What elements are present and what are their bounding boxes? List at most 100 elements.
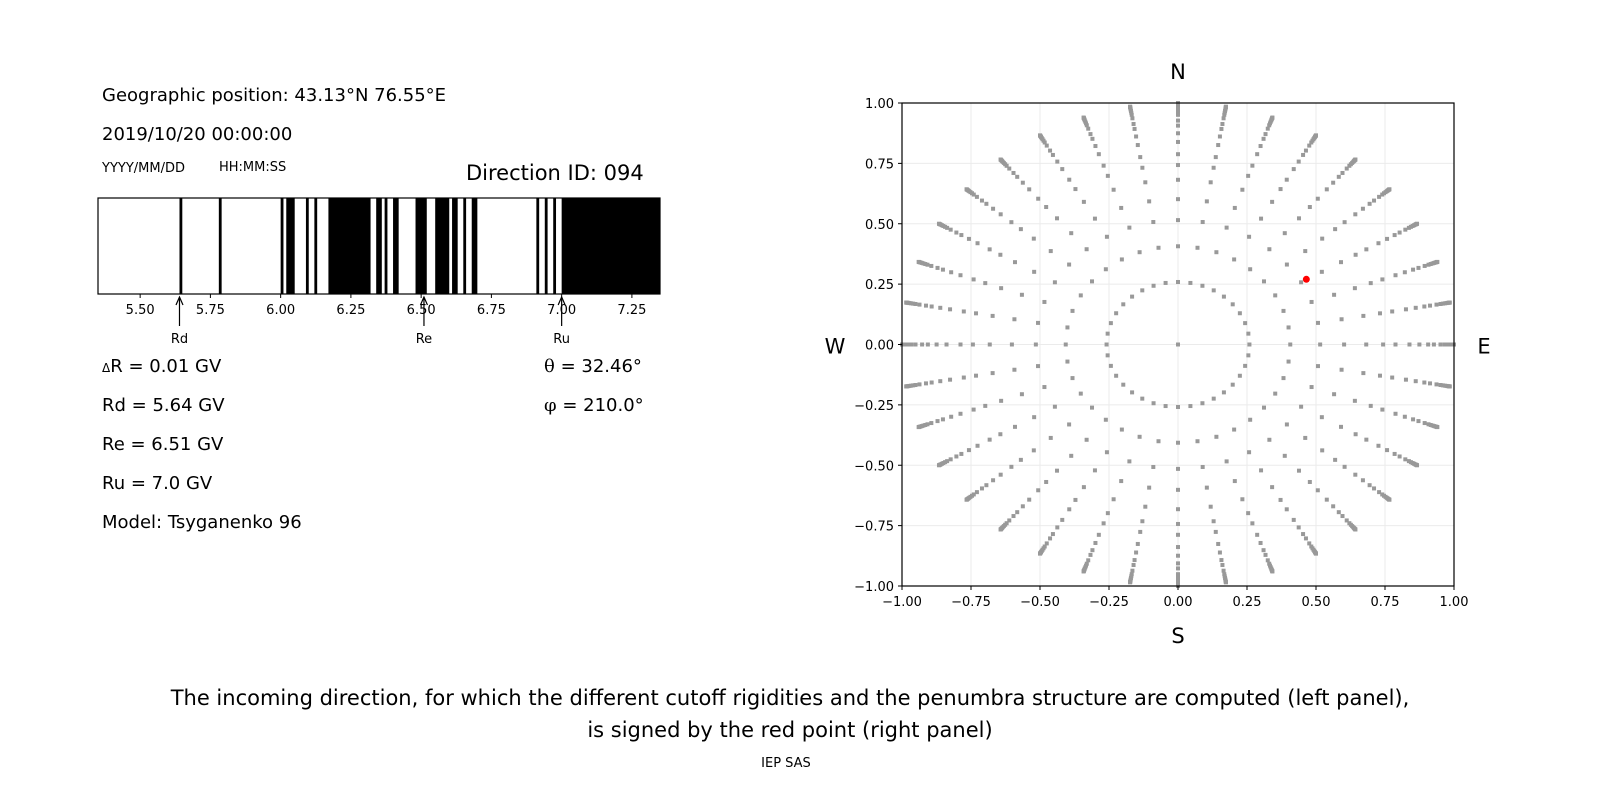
grid-point <box>1131 563 1136 568</box>
x-tick-label: −0.75 <box>951 595 991 610</box>
grid-point <box>1393 411 1398 416</box>
grid-point <box>1108 363 1113 368</box>
grid-point <box>1081 199 1086 204</box>
grid-point <box>1130 294 1135 299</box>
grid-point <box>1208 504 1213 509</box>
grid-point <box>1428 381 1433 386</box>
grid-point <box>998 252 1003 257</box>
grid-point <box>1119 427 1124 432</box>
grid-point <box>1007 518 1012 523</box>
grid-point <box>1105 511 1110 516</box>
grid-point <box>1143 504 1148 509</box>
grid-point <box>1104 342 1109 347</box>
grid-point <box>1442 342 1447 347</box>
grid-point <box>1223 104 1228 109</box>
grid-point <box>1221 294 1226 299</box>
grid-point <box>913 383 918 388</box>
grid-point <box>1284 507 1289 512</box>
grid-point <box>1176 553 1180 558</box>
grid-point <box>1307 541 1312 546</box>
x-tick-label: 6.25 <box>336 303 365 318</box>
phi-symbol: φ <box>544 395 557 416</box>
grid-point <box>1438 342 1443 347</box>
grid-point <box>1315 488 1320 493</box>
geo-position: Geographic position: 43.13°N 76.55°E <box>102 85 447 106</box>
grid-point <box>1036 364 1041 369</box>
grid-point <box>1339 424 1344 429</box>
grid-point <box>1261 405 1266 410</box>
grid-point <box>1069 453 1074 458</box>
forbidden-band <box>179 198 183 294</box>
grid-point <box>1176 342 1180 347</box>
grid-point <box>1372 486 1377 491</box>
grid-point <box>1052 404 1057 409</box>
grid-point <box>1033 342 1038 347</box>
grid-point <box>1422 304 1427 309</box>
grid-point <box>1176 566 1180 571</box>
grid-point <box>1208 180 1213 185</box>
grid-point <box>1230 382 1235 387</box>
grid-point <box>1315 320 1320 325</box>
grid-point <box>1048 536 1053 541</box>
grid-point <box>970 342 975 347</box>
x-tick-label: −1.00 <box>882 595 922 610</box>
grid-point <box>1103 417 1108 422</box>
grid-point <box>1377 490 1382 495</box>
grid-point <box>1084 247 1089 252</box>
x-tick-label: 0.75 <box>1371 595 1400 610</box>
grid-point <box>1243 363 1248 368</box>
grid-point <box>1413 305 1418 310</box>
grid-point <box>1055 525 1060 530</box>
grid-point <box>1324 187 1329 192</box>
y-tick-label: −1.00 <box>854 580 894 595</box>
grid-point <box>1042 385 1047 390</box>
grid-point <box>1129 572 1134 577</box>
grid-point <box>1044 479 1049 484</box>
grid-point <box>1353 212 1358 217</box>
grid-point <box>1027 187 1032 192</box>
grid-point <box>1188 404 1193 409</box>
grid-point <box>1267 247 1272 252</box>
grid-point <box>984 483 989 488</box>
grid-point <box>1093 540 1098 545</box>
grid-point <box>1048 249 1053 254</box>
grid-point <box>929 304 934 309</box>
grid-point <box>1390 309 1395 314</box>
grid-point <box>998 157 1003 162</box>
forbidden-band <box>561 198 660 294</box>
grid-point <box>983 403 988 408</box>
grid-point <box>1426 342 1431 347</box>
grid-point <box>1232 205 1237 210</box>
x-tick-label: 0.00 <box>1164 595 1193 610</box>
grid-point <box>1156 439 1161 444</box>
grid-point <box>1415 221 1420 226</box>
grid-point <box>1353 157 1358 162</box>
grid-point <box>1413 379 1418 384</box>
grid-point <box>1176 131 1180 136</box>
grid-point <box>1067 262 1072 267</box>
grid-point <box>1055 159 1060 164</box>
grid-point <box>1417 342 1422 347</box>
grid-point <box>1132 126 1137 131</box>
grid-point <box>1086 558 1091 563</box>
grid-point <box>1176 532 1180 537</box>
grid-point <box>959 451 964 456</box>
grid-point <box>1281 376 1286 381</box>
grid-point <box>999 398 1004 403</box>
grid-point <box>944 342 949 347</box>
grid-point <box>1438 301 1443 306</box>
grid-point <box>1286 325 1291 330</box>
grid-point <box>1416 419 1421 424</box>
grid-point <box>936 463 941 468</box>
grid-point <box>1307 143 1312 148</box>
grid-point <box>1105 353 1110 358</box>
grid-point <box>958 342 963 347</box>
grid-point <box>1314 133 1318 138</box>
grid-point <box>925 342 930 347</box>
grid-point <box>1176 561 1180 566</box>
grid-point <box>1176 487 1180 492</box>
grid-point <box>1422 421 1427 426</box>
grid-point <box>1390 375 1395 380</box>
grid-point <box>1342 342 1347 347</box>
grid-point <box>1360 478 1365 483</box>
